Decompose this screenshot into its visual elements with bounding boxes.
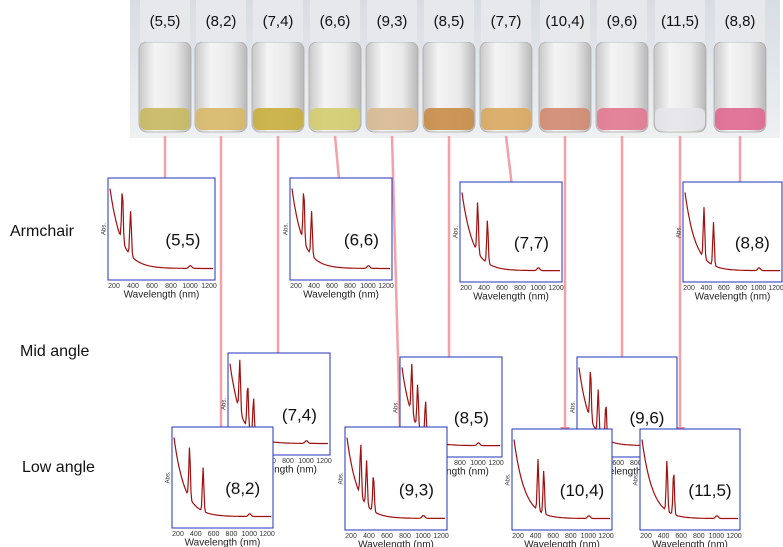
y-axis-label: Abs. (634, 473, 640, 485)
x-tick-label: 1200 (201, 283, 217, 290)
y-axis-label: Abs. (222, 398, 228, 410)
liquid (253, 108, 303, 130)
row-label: Low angle (22, 459, 95, 476)
x-tick-label: 1200 (488, 460, 504, 467)
x-axis-label: Wavelength (nm) (695, 292, 771, 303)
y-axis-label: Abs. (339, 472, 345, 484)
liquid (367, 108, 417, 130)
panel-label: (6,6) (344, 231, 379, 250)
liquid (310, 108, 360, 130)
x-tick-label: 200 (512, 533, 524, 540)
x-axis-label: Wavelength (nm) (652, 540, 728, 547)
x-axis-label: Wavelength (nm) (185, 538, 261, 547)
x-tick-label: 1200 (726, 533, 742, 540)
x-tick-label: 200 (172, 531, 184, 538)
panel-label: (9,6) (630, 408, 665, 427)
panel-label: (7,7) (514, 233, 549, 252)
panel-frame (640, 429, 740, 530)
y-axis-label: Abs. (102, 223, 108, 235)
vial-label: (8,8) (725, 13, 756, 30)
panel-label: (8,5) (454, 408, 489, 427)
x-tick-label: 200 (290, 283, 302, 290)
vial-label: (9,3) (377, 13, 408, 30)
spectrum-panel: 20040060080010001200Wavelength (nm)Abs.(… (506, 429, 614, 547)
liquid (715, 108, 765, 130)
y-axis-label: Abs. (394, 401, 400, 413)
liquid (540, 108, 590, 130)
panel-label: (8,2) (225, 479, 260, 498)
panel-label: (7,4) (282, 406, 317, 425)
panel-label: (11,5) (688, 481, 731, 500)
y-axis-label: Abs. (284, 223, 290, 235)
y-axis-label: Abs. (506, 473, 512, 485)
spectrum-panel: 20040060080010001200Wavelength (nm)Abs.(… (102, 178, 217, 301)
liquid (424, 108, 474, 130)
panel-frame (512, 429, 612, 530)
x-tick-label: 1200 (768, 285, 783, 292)
vial-label: (8,2) (206, 13, 237, 30)
x-tick-label: 1200 (316, 458, 332, 465)
panel-label: (9,3) (399, 480, 434, 499)
panel-frame (172, 427, 273, 528)
panel-frame (683, 182, 782, 282)
vial-label: (10,4) (545, 13, 584, 30)
figure: (5,5) (8,2) (7,4) (6,6) (9,3) (8,5) (7,7) (10,4… (0, 0, 783, 547)
spectrum-panel: 20040060080010001200Wavelength (nm)Abs.(… (454, 182, 564, 303)
vial-label: (5,5) (150, 13, 181, 30)
x-tick-label: 1200 (598, 533, 614, 540)
x-tick-label: 1200 (378, 283, 394, 290)
x-tick-label: 1200 (433, 533, 449, 540)
y-axis-label: Abs. (677, 226, 683, 238)
x-axis-label: Wavelength (nm) (303, 290, 379, 301)
vial-label: (11,5) (661, 13, 699, 30)
x-axis-label: Wavelength (nm) (358, 540, 434, 547)
spectrum-panel: 20040060080010001200Wavelength (nm)Abs.(… (634, 429, 742, 547)
liquid (481, 108, 531, 130)
x-tick-label: 200 (345, 533, 357, 540)
liquid (597, 108, 647, 130)
y-axis-label: Abs. (454, 226, 460, 238)
x-axis-label: Wavelength (nm) (473, 292, 549, 303)
panel-frame (345, 427, 447, 530)
x-tick-label: 200 (683, 285, 695, 292)
x-tick-label: 1200 (548, 285, 564, 292)
x-tick-label: 200 (108, 283, 120, 290)
vial-label: (7,4) (263, 13, 294, 30)
vial-label: (8,5) (434, 13, 465, 30)
x-axis-label: Wavelength (nm) (524, 540, 600, 547)
liquid (196, 108, 246, 130)
y-axis-label: Abs. (166, 471, 172, 483)
panel-label: (5,5) (165, 231, 200, 250)
vial-label: (6,6) (320, 13, 351, 30)
panel-frame (460, 182, 562, 282)
y-axis-label: Abs. (571, 401, 577, 413)
spectrum-panel: 20040060080010001200Wavelength (nm)Abs.(… (339, 427, 449, 547)
x-tick-label: 200 (640, 533, 652, 540)
panel-label: (10,4) (560, 481, 604, 500)
x-axis-label: Wavelength (nm) (124, 290, 200, 301)
liquid (655, 108, 705, 130)
vial-label: (9,6) (607, 13, 638, 30)
liquid (140, 108, 190, 130)
panel-label: (8,8) (735, 233, 770, 252)
x-tick-label: 200 (460, 285, 472, 292)
x-tick-label: 1200 (259, 531, 275, 538)
row-label: Mid angle (20, 343, 89, 360)
row-label: Armchair (10, 223, 75, 240)
vial-label: (7,7) (491, 13, 522, 30)
